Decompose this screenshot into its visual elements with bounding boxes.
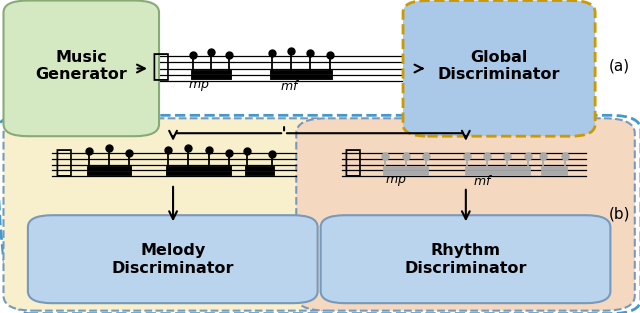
Text: Melody
Discriminator: Melody Discriminator (112, 243, 234, 275)
FancyBboxPatch shape (403, 1, 595, 136)
Text: $mf$: $mf$ (280, 79, 300, 93)
FancyBboxPatch shape (321, 215, 611, 303)
Text: Music
Generator: Music Generator (36, 50, 127, 82)
Text: $mp$: $mp$ (385, 174, 406, 188)
Text: $mf$: $mf$ (474, 174, 493, 188)
FancyBboxPatch shape (3, 1, 159, 136)
Text: 𝄞: 𝄞 (344, 147, 362, 178)
Text: Global
Discriminator: Global Discriminator (438, 50, 560, 82)
Text: 𝄞: 𝄞 (54, 147, 72, 178)
Text: (a): (a) (609, 59, 630, 74)
FancyBboxPatch shape (28, 215, 317, 303)
FancyBboxPatch shape (296, 118, 635, 310)
Text: (b): (b) (609, 206, 630, 221)
Text: Rhythm
Discriminator: Rhythm Discriminator (404, 243, 527, 275)
Text: $mp$: $mp$ (188, 79, 209, 93)
Text: 𝄞: 𝄞 (152, 52, 170, 83)
FancyBboxPatch shape (3, 118, 342, 310)
